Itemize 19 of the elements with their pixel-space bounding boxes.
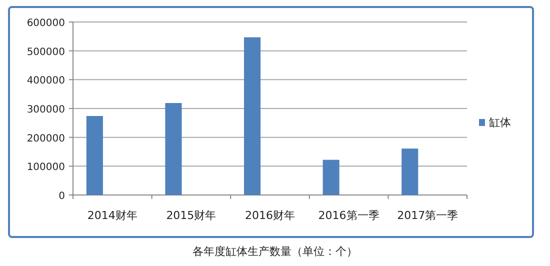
x-tick-label: 2016第一季: [318, 209, 380, 222]
y-tick-label: 100000: [26, 162, 65, 174]
x-tick-label: 2014财年: [87, 209, 138, 222]
text: 各年度缸体生产数量（单位：个）: [192, 245, 358, 258]
y-tick-label: 300000: [26, 104, 65, 116]
y-tick-label: 600000: [26, 18, 65, 29]
bar: [402, 148, 418, 195]
bar: [244, 37, 261, 195]
y-tick-label: 0: [58, 191, 65, 202]
bar: [165, 103, 182, 195]
x-tick-label: 2016财年: [245, 209, 295, 222]
y-tick-label: 400000: [26, 76, 65, 87]
y-tick-label: 500000: [26, 46, 65, 58]
y-tick-label: 200000: [26, 133, 65, 144]
bar: [86, 116, 103, 195]
x-tick-label: 2015财年: [166, 209, 216, 222]
legend-label: 缸体: [489, 116, 511, 129]
bar: [322, 160, 340, 195]
x-tick-label: 2017第一季: [397, 209, 458, 222]
